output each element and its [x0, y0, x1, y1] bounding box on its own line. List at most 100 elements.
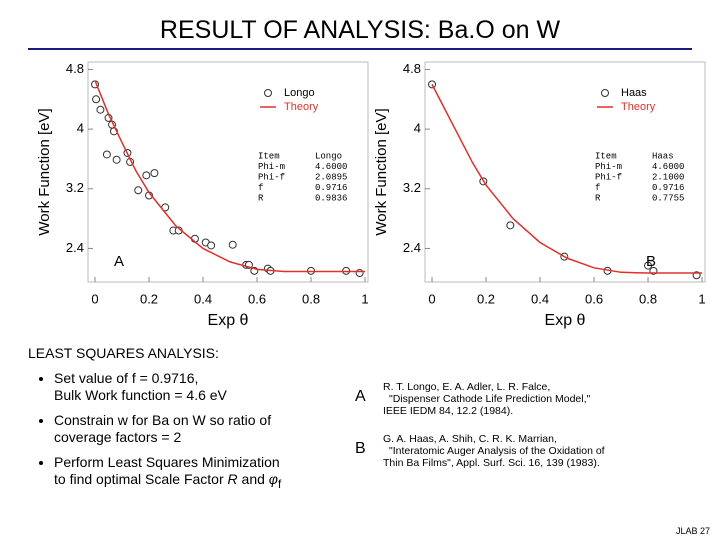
reference-line: IEEE IEDM 84, 12.2 (1984).	[383, 405, 514, 417]
data-point	[142, 171, 151, 180]
y-tick-label: 3.2	[403, 180, 421, 195]
param-table-cell: 2.1000	[652, 172, 684, 182]
y-axis-title: Work Function [eV]	[36, 108, 53, 235]
theory-line	[94, 80, 366, 273]
param-table-cell: Phi-m	[258, 162, 285, 172]
param-table-cell: 0.9716	[652, 183, 684, 193]
panel-label-box	[445, 242, 467, 268]
x-tick-label: 1	[698, 291, 705, 306]
bullet-text: and	[237, 471, 269, 487]
bullet-text: Set value of f = 0.9716,	[54, 370, 199, 386]
reference-key: B	[355, 440, 366, 457]
y-tick-label: 3.2	[66, 180, 84, 195]
x-axis-title: Exp θ	[545, 312, 586, 329]
bullet-text: Perform Least Squares Minimization	[54, 454, 280, 470]
data-point	[134, 186, 143, 195]
y-tick-label: 4.8	[66, 61, 84, 76]
param-table-cell: 2.0895	[315, 172, 347, 182]
param-table-cell: Haas	[652, 151, 674, 161]
y-axis-title: Work Function [eV]	[373, 108, 390, 235]
y-tick-label: 4.8	[403, 61, 421, 76]
data-point	[355, 269, 364, 278]
data-point	[112, 155, 121, 164]
legend-label: Haas	[621, 87, 647, 99]
bullet: Constrain w for Ba on W so ratio ofcover…	[54, 412, 354, 446]
panel-label: A	[114, 253, 124, 270]
footer: JLAB 27	[675, 526, 710, 536]
heading: LEAST SQUARES ANALYSIS:	[28, 345, 219, 361]
y-tick-label: 2.4	[66, 240, 84, 255]
param-table-cell: 0.7755	[652, 193, 684, 203]
bullet: Set value of f = 0.9716,Bulk Work functi…	[54, 370, 354, 404]
data-point	[228, 240, 237, 249]
x-tick-label: 0.4	[531, 291, 549, 306]
data-point	[644, 261, 653, 270]
x-tick-label: 0.2	[140, 291, 158, 306]
reference-line: "Interatomic Auger Analysis of the Oxida…	[389, 445, 605, 457]
data-point	[506, 221, 515, 230]
param-table-cell: Item	[258, 151, 280, 161]
legend-label: Longo	[284, 87, 315, 99]
param-table-cell: 4.6000	[315, 162, 347, 172]
legend-label: Theory	[284, 101, 319, 113]
legend-marker	[601, 89, 609, 97]
reference-line: "Dispenser Cathode Life Prediction Model…	[389, 393, 591, 405]
bullet-text: to find optimal Scale Factor	[54, 471, 228, 487]
x-axis-title: Exp θ	[208, 312, 249, 329]
x-tick-label: 0.8	[639, 291, 657, 306]
bullet-text: coverage factors = 2	[54, 429, 182, 445]
legend-marker	[264, 89, 272, 97]
theory-line	[431, 84, 703, 274]
reference: B G. A. Haas, A. Shih, C. R. K. Marrian,…	[355, 433, 695, 473]
reference-line: G. A. Haas, A. Shih, C. R. K. Marrian,	[383, 433, 557, 445]
y-tick-label: 4	[414, 121, 421, 136]
plot-area	[87, 61, 369, 283]
param-table-cell: Item	[595, 151, 617, 161]
data-point	[92, 95, 101, 104]
param-table-cell: 0.9836	[315, 193, 347, 203]
reference-line: R. T. Longo, E. A. Adler, L. R. Falce,	[383, 381, 551, 393]
bullet-text: Constrain w for Ba on W so ratio of	[54, 412, 272, 428]
reference-key: A	[355, 388, 366, 405]
bullet-text: f	[277, 477, 282, 491]
y-tick-label: 4	[77, 121, 84, 136]
x-tick-label: 0.6	[585, 291, 603, 306]
x-tick-label: 0.8	[302, 291, 320, 306]
data-point	[150, 169, 159, 178]
panel-label: B	[646, 253, 656, 270]
bullet-text: R	[227, 471, 238, 487]
y-tick-label: 2.4	[403, 240, 421, 255]
param-table-cell: f	[258, 183, 263, 193]
param-table-cell: Phi-f	[258, 172, 285, 182]
x-tick-label: 0.2	[477, 291, 495, 306]
x-tick-label: 0.4	[194, 291, 212, 306]
reference-line: Thin Ba Films", Appl. Surf. Sci. 16, 139…	[383, 457, 600, 469]
title-rule	[28, 48, 692, 50]
param-table-cell: 4.6000	[652, 162, 684, 172]
data-point	[207, 241, 216, 250]
x-tick-label: 1	[361, 291, 368, 306]
bullet-text: Bulk Work function = 4.6 eV	[54, 387, 227, 403]
param-table-cell: f	[595, 183, 600, 193]
param-table-cell: Phi-f	[595, 172, 622, 182]
reference-text: G. A. Haas, A. Shih, C. R. K. Marrian, "I…	[383, 433, 683, 469]
param-table-cell: R	[258, 193, 264, 203]
bullet-list: Set value of f = 0.9716,Bulk Work functi…	[36, 370, 354, 501]
slide-title: RESULT OF ANALYSIS: Ba.O on W	[159, 16, 561, 44]
reference-text: R. T. Longo, E. A. Adler, L. R. Falce, "D…	[383, 381, 683, 417]
x-tick-label: 0.6	[248, 291, 266, 306]
param-table-cell: R	[595, 193, 601, 203]
data-point	[96, 105, 105, 114]
param-table-cell: Longo	[315, 151, 342, 161]
legend-label: Theory	[621, 101, 656, 113]
x-tick-label: 0	[428, 291, 435, 306]
panel-label-box	[108, 242, 130, 268]
reference: A R. T. Longo, E. A. Adler, L. R. Falce,…	[355, 381, 695, 421]
bullet-text: φ	[268, 471, 278, 487]
param-table-cell: Phi-m	[595, 162, 622, 172]
charts: 2.4 3.2 4 4.8 0 0.2 0.4 0.6 0.8 1 Exp θ Work Functi…	[36, 61, 706, 329]
plot-area	[424, 61, 706, 283]
param-table-cell: 0.9716	[315, 183, 347, 193]
